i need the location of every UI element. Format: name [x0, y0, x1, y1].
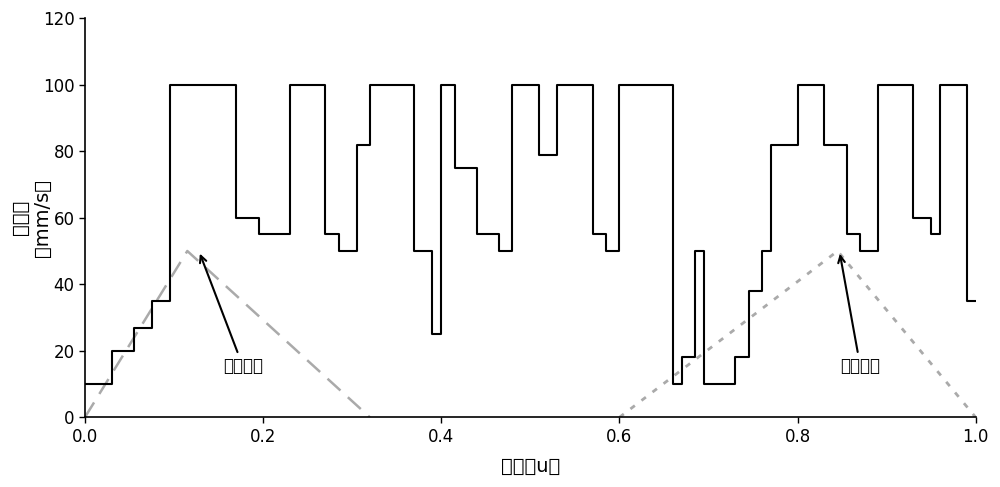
Y-axis label: 进给率
（mm/s）: 进给率 （mm/s） — [11, 179, 52, 257]
Text: 反向扫描: 反向扫描 — [838, 256, 880, 375]
Text: 正向扫描: 正向扫描 — [200, 256, 263, 375]
X-axis label: 参数（u）: 参数（u） — [501, 457, 560, 476]
